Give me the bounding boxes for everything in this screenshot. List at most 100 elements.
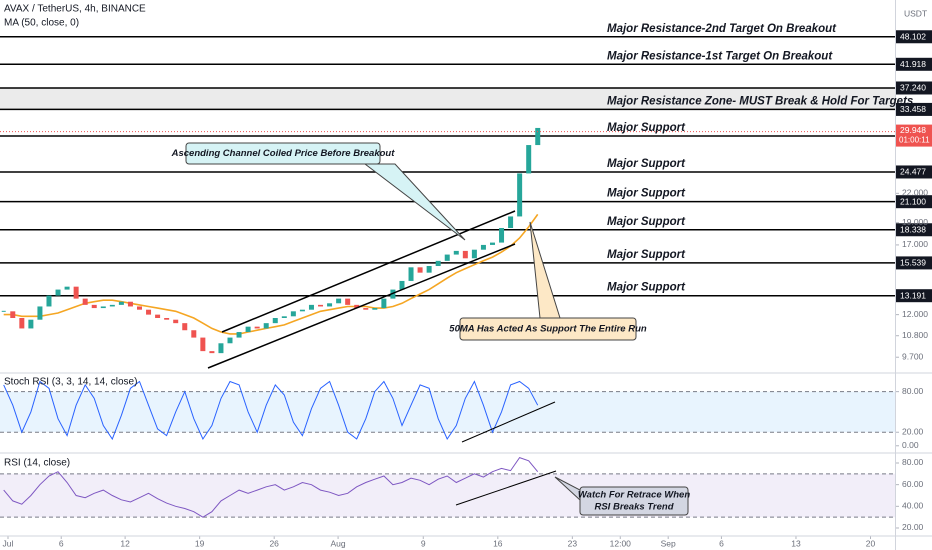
- candle: [462, 250, 468, 259]
- level-label-box: [896, 57, 932, 71]
- level-label: 33.458: [900, 104, 926, 114]
- level-label-box: [896, 195, 932, 209]
- candle: [381, 298, 387, 309]
- candle: [254, 326, 260, 329]
- callout-box: [579, 486, 689, 516]
- y-tick-label: 9.700: [902, 351, 924, 361]
- x-tick-label: 26: [269, 538, 279, 548]
- candle: [245, 326, 251, 333]
- level-label: 18.338: [900, 225, 926, 235]
- candle: [508, 216, 514, 229]
- candle: [417, 267, 423, 273]
- candle: [19, 317, 25, 329]
- candle: [272, 317, 278, 324]
- candle: [435, 260, 441, 267]
- y-tick-label: 80.00: [902, 386, 924, 396]
- level-label-box: [896, 81, 932, 95]
- candle: [480, 244, 486, 250]
- x-tick-label: 13: [791, 538, 801, 548]
- series-line: [3, 457, 539, 518]
- background-layer: [0, 87, 895, 518]
- level-label-box: [896, 256, 932, 270]
- callout-text: RSI Breaks Trend: [594, 502, 673, 513]
- level-note: Major Support: [607, 158, 686, 170]
- x-tick-label: 20: [866, 538, 876, 548]
- callout-box: [185, 142, 381, 165]
- y-tick-label: 17.000: [902, 239, 928, 249]
- candle: [444, 254, 450, 261]
- rsi-trendline: [455, 470, 557, 506]
- candle: [55, 289, 61, 296]
- y-tick-label: 12.000: [902, 309, 928, 319]
- candle: [155, 314, 161, 318]
- ma-legend: MA (50, close, 0): [4, 18, 79, 29]
- candle: [91, 304, 97, 309]
- candle: [426, 266, 432, 273]
- candle: [73, 286, 79, 299]
- x-tick-label: Jul: [3, 538, 14, 548]
- level-label: 24.477: [900, 167, 926, 177]
- candle: [82, 298, 88, 305]
- y-tick-label: 19.000: [902, 217, 928, 227]
- level-note: Major Support: [607, 282, 686, 294]
- candle: [354, 304, 360, 309]
- y-tick-label: 20.00: [902, 522, 924, 532]
- x-tick-label: 9: [421, 538, 426, 548]
- level-note: Major Resistance-1st Target On Breakout: [607, 50, 833, 62]
- level-note: Major Support: [607, 249, 686, 261]
- currency: USDT: [904, 8, 927, 18]
- indicator-band: [0, 473, 895, 518]
- y-tick-label: 60.00: [902, 479, 924, 489]
- candle: [372, 308, 378, 310]
- level-note: Major Resistance-2nd Target On Breakout: [607, 23, 837, 35]
- candle: [336, 298, 342, 304]
- callout-box: [459, 317, 637, 341]
- x-tick-label: 6: [719, 538, 724, 548]
- candle: [363, 308, 369, 310]
- candle: [28, 319, 34, 329]
- x-tick-label: 6: [59, 538, 64, 548]
- level-label-box: [896, 223, 932, 237]
- candle: [164, 317, 170, 320]
- stoch-title: Stoch RSI (3, 3, 14, 14, close): [4, 377, 137, 388]
- y-tick-label: 40.00: [902, 501, 924, 511]
- callout-text: 50MA Has Acted As Support The Entire Run: [449, 324, 647, 335]
- candle: [136, 306, 142, 310]
- level-note: Major Resistance Zone- MUST Break & Hold…: [607, 95, 913, 107]
- candle: [200, 337, 206, 352]
- candle: [191, 330, 197, 338]
- candle: [399, 280, 405, 290]
- drawing-layer: [0, 36, 899, 539]
- callout-tail: [363, 163, 466, 241]
- last-price-label: 29.948: [900, 125, 926, 135]
- channel-lower: [207, 243, 516, 369]
- candle: [109, 304, 115, 307]
- symbol-title: AVAX / TetherUS, 4h, BINANCE: [4, 4, 146, 15]
- level-note: Major Support: [607, 188, 686, 200]
- level-label: 48.102: [900, 32, 926, 42]
- indicator-band: [0, 391, 895, 433]
- level-label-box: [896, 165, 932, 179]
- candle: [408, 267, 414, 281]
- candle: [10, 311, 16, 318]
- candle: [318, 304, 324, 307]
- candle: [46, 295, 52, 307]
- level-note: Major Support: [607, 216, 686, 228]
- candle: [290, 311, 296, 317]
- candle: [227, 337, 233, 344]
- x-tick-label: 23: [568, 538, 578, 548]
- candle: [535, 127, 541, 146]
- candle: [453, 250, 459, 255]
- level-label: 37.240: [900, 83, 926, 93]
- candle: [308, 304, 314, 310]
- level-label: 21.100: [900, 196, 926, 206]
- candle: [345, 298, 351, 305]
- candle: [299, 309, 305, 312]
- candle: [263, 323, 269, 329]
- countdown: 01:00:11: [899, 136, 930, 145]
- candle: [146, 309, 152, 315]
- candle: [218, 343, 224, 354]
- y-tick-label: 22.000: [902, 188, 928, 198]
- candle: [489, 242, 495, 245]
